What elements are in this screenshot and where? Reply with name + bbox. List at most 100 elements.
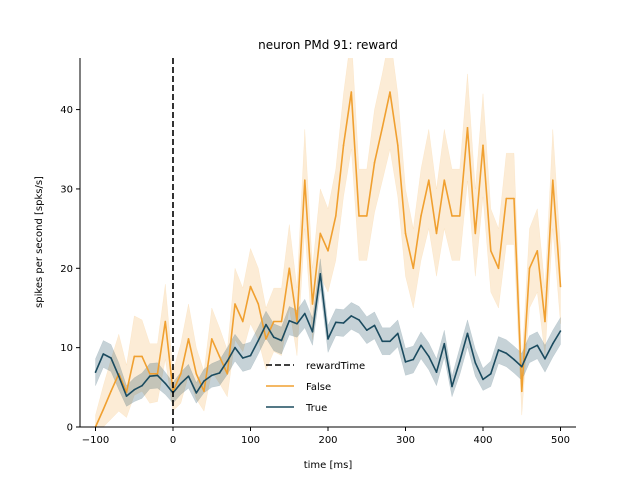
point-true-31 [335,321,337,324]
point-false-17 [226,373,229,375]
point-false-6 [141,355,143,358]
point-true-37 [381,340,384,343]
point-false-9 [164,320,167,323]
point-false-46 [451,215,453,217]
point-false-11 [180,373,182,375]
point-true-60 [559,330,562,332]
point-true-13 [195,392,198,394]
point-true-3 [118,375,120,378]
point-true-32 [342,322,345,324]
point-false-31 [335,215,337,217]
point-false-26 [296,320,298,323]
point-false-54 [513,197,515,200]
point-true-22 [265,323,267,326]
point-true-43 [428,355,430,358]
legend: rewardTime False True [266,361,365,414]
point-false-42 [420,215,422,217]
point-true-48 [466,332,469,335]
point-true-12 [187,375,190,378]
point-true-15 [211,374,213,377]
point-true-21 [257,339,260,342]
point-true-5 [133,388,136,391]
point-false-5 [133,355,136,358]
point-false-48 [466,127,469,129]
legend-item-true: True [266,403,327,414]
point-false-29 [319,232,322,235]
point-false-12 [187,338,190,340]
x-tick-label: 300 [396,435,415,446]
point-false-23 [273,320,275,323]
point-true-26 [296,323,298,325]
series-points-true [94,273,562,397]
point-false-40 [404,232,407,235]
point-false-39 [397,144,399,147]
point-false-20 [249,285,252,288]
point-true-39 [397,332,399,335]
point-true-6 [141,384,143,387]
point-false-60 [559,285,562,288]
point-true-2 [110,357,112,359]
point-true-51 [490,373,492,375]
legend-label: True [305,403,327,414]
point-true-20 [249,354,252,357]
point-false-55 [521,390,523,393]
point-false-28 [311,303,314,305]
point-true-7 [149,375,151,378]
point-false-24 [280,320,283,323]
point-false-22 [265,338,267,340]
point-true-46 [451,385,453,388]
point-true-53 [505,352,508,355]
point-false-47 [459,215,461,217]
point-false-13 [195,373,198,375]
point-true-58 [544,358,546,360]
point-true-44 [435,371,438,374]
point-true-8 [156,374,159,377]
point-false-44 [435,232,438,235]
point-true-0 [94,371,97,374]
point-true-56 [528,348,531,351]
point-true-50 [482,378,484,381]
point-true-14 [203,380,205,382]
point-false-45 [443,179,446,181]
legend-label: rewardTime [306,361,365,372]
point-false-56 [528,267,531,270]
x-tick-label: 200 [318,435,337,446]
point-true-59 [552,342,554,345]
point-true-33 [350,315,353,317]
y-tick-label: 40 [60,105,73,116]
point-true-4 [125,395,128,397]
point-false-37 [381,127,384,129]
point-false-18 [234,303,236,305]
x-axis-ticks: −100 0 100 200 300 400 500 [82,427,570,446]
point-true-19 [242,357,244,359]
legend-item-rewardtime: rewardTime [266,361,365,372]
point-false-21 [257,303,260,305]
point-true-23 [273,336,275,339]
point-true-47 [459,360,461,362]
point-false-34 [358,215,360,217]
point-false-2 [110,390,112,393]
point-true-52 [497,349,500,351]
point-true-42 [420,344,422,347]
point-true-49 [474,361,477,364]
point-false-4 [125,391,128,393]
point-false-32 [342,144,345,147]
point-false-15 [211,338,213,340]
point-false-1 [102,408,105,411]
y-tick-label: 30 [60,184,73,195]
point-true-17 [226,360,229,362]
point-false-38 [389,91,391,93]
x-axis-label: time [ms] [304,460,353,471]
point-true-54 [513,358,515,361]
point-false-8 [156,373,159,375]
legend-item-false: False [266,382,331,393]
point-false-51 [490,250,492,252]
point-false-58 [544,320,546,323]
point-false-43 [428,179,430,181]
band-false [95,58,561,427]
point-false-53 [505,197,508,200]
point-false-41 [412,267,415,270]
point-true-1 [102,353,105,355]
point-true-38 [389,340,391,343]
